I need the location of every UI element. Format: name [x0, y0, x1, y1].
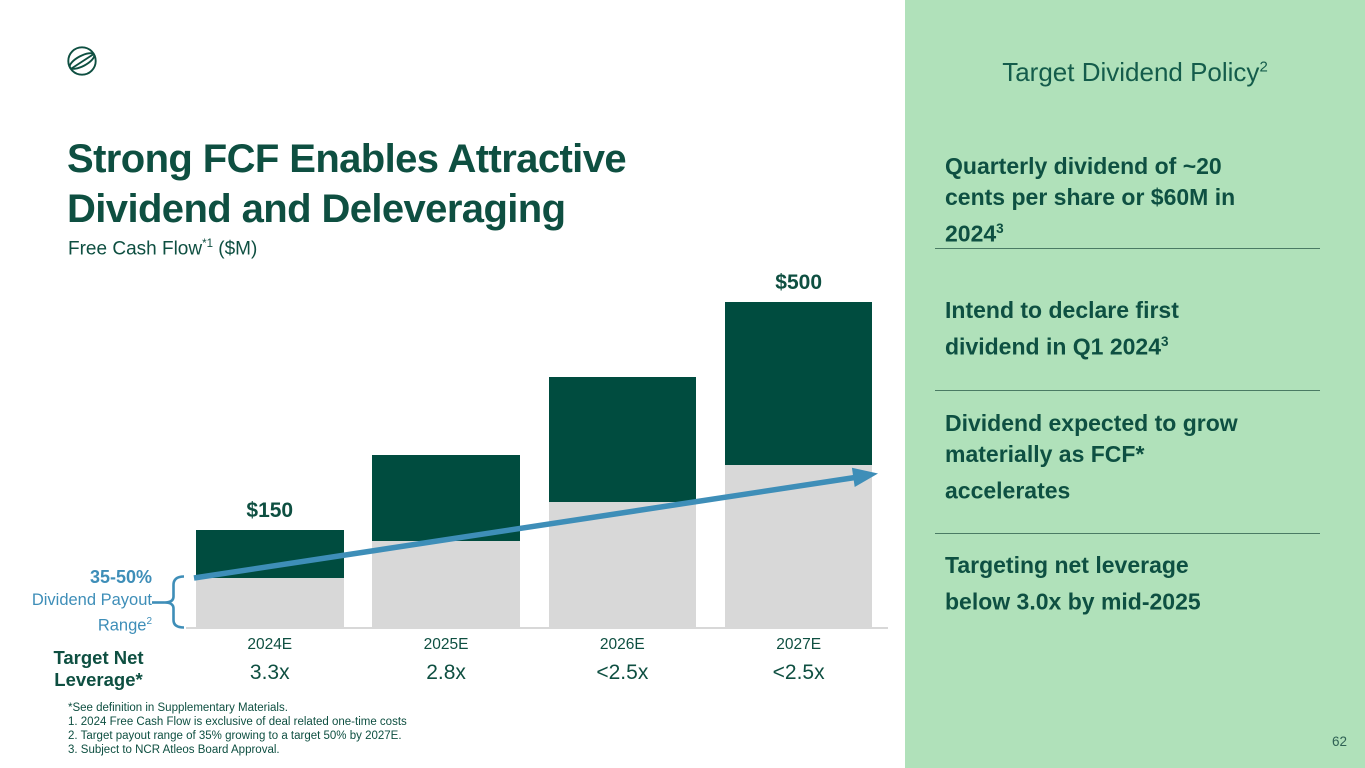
footnote: 2. Target payout range of 35% growing to… — [68, 730, 402, 742]
target-net-leverage-label: Target Net Leverage* — [53, 647, 144, 690]
x-axis-label: 2027E — [776, 636, 822, 653]
payout-range-line2: Range2 — [0, 611, 152, 637]
bar-2025E — [372, 454, 520, 627]
policy-bullet-2-text: Intend to declare first dividend in Q1 2… — [945, 297, 1179, 360]
payout-range-word: Range — [97, 616, 147, 635]
leverage-value: 3.3x — [249, 661, 290, 684]
slide-title: Strong FCF Enables Attractive Dividend a… — [67, 137, 627, 231]
panel-heading-footnote-ref: 2 — [1259, 58, 1268, 76]
x-axis-line — [186, 627, 888, 629]
x-axis-label: 2026E — [599, 636, 645, 653]
x-axis-label: 2024E — [247, 636, 293, 653]
bar-segment-green — [196, 529, 344, 579]
bar-segment-gray — [196, 578, 344, 627]
bar-segment-green — [548, 376, 697, 503]
chart-title-units: ($M) — [212, 238, 258, 260]
panel-heading-text: Target Dividend Policy — [1002, 57, 1260, 87]
bar-segment-gray — [548, 502, 697, 627]
bar-segment-green — [372, 454, 520, 541]
policy-bullet-1-text: Quarterly dividend of ~20 cents per shar… — [945, 153, 1236, 247]
bar-2027E — [724, 302, 873, 627]
policy-bullet-1-footnote-ref: 3 — [996, 221, 1004, 236]
divider — [935, 533, 1320, 534]
payout-range-pct: 35-50% — [89, 567, 152, 587]
footnote: 3. Subject to NCR Atleos Board Approval. — [68, 744, 280, 756]
bar-segment-gray — [372, 540, 520, 627]
footnote: 1. 2024 Free Cash Flow is exclusive of d… — [68, 716, 407, 728]
chart-title-footnote-ref: *1 — [202, 238, 213, 250]
policy-bullet-3: Dividend expected to grow materially as … — [945, 408, 1297, 507]
leverage-value: <2.5x — [596, 661, 649, 684]
bar-segment-gray — [724, 464, 873, 627]
policy-bullet-3-text: Dividend expected to grow materially as … — [945, 410, 1238, 504]
policy-bullet-4: Targeting net leverage below 3.0x by mid… — [945, 550, 1297, 618]
chart-title-text: Free Cash Flow — [68, 238, 203, 260]
bar-2024E — [196, 529, 344, 627]
payout-range-label: 35-50% Dividend Payout Range2 — [0, 566, 152, 637]
bar-value-label: $150 — [246, 498, 294, 522]
leverage-value: <2.5x — [772, 661, 825, 684]
globe-icon — [67, 46, 97, 76]
payout-range-line1: Dividend Payout — [31, 590, 152, 609]
leverage-value: 2.8x — [426, 661, 466, 684]
divider — [935, 248, 1320, 249]
bar-2026E — [548, 376, 697, 627]
x-axis-label: 2025E — [423, 636, 469, 653]
policy-bullet-1: Quarterly dividend of ~20 cents per shar… — [945, 151, 1297, 250]
footnotes: *See definition in Supplementary Materia… — [68, 701, 407, 757]
footnote: *See definition in Supplementary Materia… — [68, 702, 288, 714]
chart-title: Free Cash Flow*1 ($M) — [68, 238, 257, 260]
page-number: 62 — [1331, 734, 1347, 749]
policy-bullet-2: Intend to declare first dividend in Q1 2… — [945, 295, 1297, 363]
policy-bullet-2-footnote-ref: 3 — [1161, 334, 1169, 349]
dividend-policy-panel: Target Dividend Policy2 Quarterly divide… — [905, 0, 1365, 768]
bar-value-label: $500 — [775, 271, 822, 294]
payout-range-footnote-ref: 2 — [146, 616, 152, 627]
panel-heading: Target Dividend Policy2 — [905, 57, 1365, 88]
divider — [935, 390, 1320, 391]
bar-segment-green — [724, 302, 873, 465]
policy-bullet-4-text: Targeting net leverage below 3.0x by mid… — [945, 552, 1201, 615]
